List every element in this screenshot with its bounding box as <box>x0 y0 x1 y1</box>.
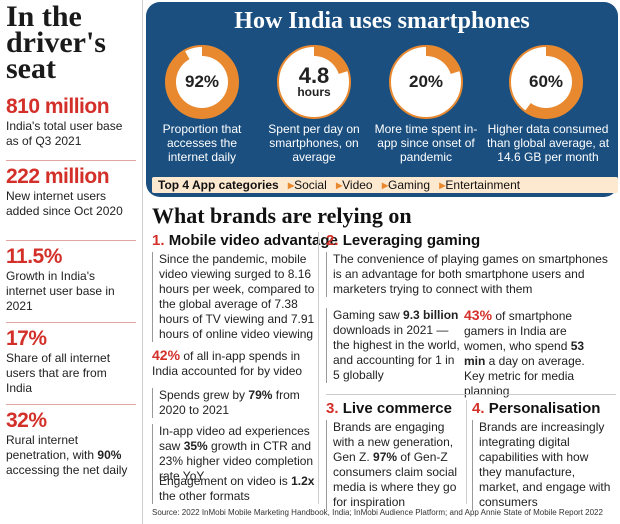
gaming-bullet: The convenience of playing games on smar… <box>326 252 611 297</box>
gauge-label: Higher data consumed than global average… <box>486 122 610 164</box>
video-bullet: Engagement on video is 1.2x the other fo… <box>152 474 315 504</box>
gauge-hours-per-day: 4.8 hours <box>276 44 352 120</box>
brands-title: What brands are relying on <box>152 203 412 228</box>
gauge-label: More time spent in-app since onset of pa… <box>374 122 478 164</box>
gaming-bullet: Gaming saw 9.3 billion downloads in 2021… <box>326 308 461 383</box>
commerce-bullet: Brands are engaging with a new generatio… <box>326 420 467 510</box>
gauge-svg <box>389 45 463 119</box>
stat-desc: India's total user base as of Q3 2021 <box>6 119 123 148</box>
video-bullet: 42% of all in-app spends in India accoun… <box>152 347 303 379</box>
app-categories-label: Top 4 App categories <box>158 178 279 192</box>
panel-title: How India uses smartphones <box>234 8 530 34</box>
gauge-value: 60% <box>528 72 564 91</box>
sidebar-divider <box>6 240 136 241</box>
stat-value: 810 million <box>6 95 110 118</box>
stat-total-users: 810 million India's total user base as o… <box>6 96 136 149</box>
stat-desc: New internet users added since Oct 2020 <box>6 189 123 218</box>
personalisation-bullet: Brands are increasingly integrating digi… <box>472 420 611 510</box>
stat-value: 17% <box>6 327 47 350</box>
gauge-shape <box>277 45 351 119</box>
column-divider <box>466 400 467 504</box>
sidebar-divider <box>6 322 136 323</box>
gauge-in-app-time: 20% <box>388 44 464 120</box>
stat-share: 17% Share of all internet users that are… <box>6 328 136 396</box>
gauge-value: 20% <box>408 72 444 91</box>
stat-value: 11.5% <box>6 245 62 268</box>
video-bullet: Since the pandemic, mobile video viewing… <box>152 252 315 342</box>
sidebar: In the driver's seat 810 million India's… <box>0 0 142 524</box>
gauge-daily-access: 92% <box>164 44 240 120</box>
app-category: ▸Entertainment <box>439 178 521 192</box>
gauge-center <box>176 56 228 108</box>
gauge-svg <box>165 45 239 119</box>
gauge-center <box>288 56 340 108</box>
stat-rural: 32% Rural internet penetration, with 90%… <box>6 410 136 478</box>
arrow-icon: ▸ <box>336 178 343 192</box>
sidebar-separator <box>142 0 143 524</box>
source-note: Source: 2022 InMobi Mobile Marketing Han… <box>152 508 603 517</box>
gauge-unit: hours <box>297 84 331 99</box>
gauge-shape <box>165 45 239 119</box>
arrow-icon: ▸ <box>381 178 388 192</box>
section-heading-gaming: 2. Leveraging gaming <box>326 232 481 249</box>
smartphone-usage-panel: How India uses smartphones 92% Proportio… <box>146 2 618 197</box>
video-bullet: Spends grew by 79% from 2020 to 2021 <box>152 388 315 418</box>
arrow-icon: ▸ <box>439 178 446 192</box>
section-heading-personalisation: 4. Personalisation <box>472 400 601 417</box>
arrow-icon: ▸ <box>288 178 295 192</box>
gauge-number: 4.8 <box>298 62 330 88</box>
stat-new-users: 222 million New internet users added sin… <box>6 166 136 219</box>
gauge-shape <box>509 45 583 119</box>
gaming-bullet: 43% of smartphone gamers in India are wo… <box>464 307 585 399</box>
sidebar-divider <box>6 404 136 405</box>
app-category: ▸Video <box>336 178 373 192</box>
stat-desc: Growth in India's internet user base in … <box>6 269 115 313</box>
stat-value: 222 million <box>6 165 110 188</box>
video-bullet: In-app video ad experiences saw 35% grow… <box>152 424 315 484</box>
row-divider <box>326 394 616 395</box>
gauge-label: Proportion that accesses the internet da… <box>162 122 242 164</box>
stat-desc: Share of all internet users that are fro… <box>6 351 111 395</box>
app-category: ▸Social <box>288 178 327 192</box>
gauge-center <box>520 56 572 108</box>
sidebar-divider <box>6 160 136 161</box>
gauge-center <box>400 56 452 108</box>
gauge-shape <box>389 45 463 119</box>
stat-value: 32% <box>6 409 47 432</box>
sidebar-title: In the driver's seat <box>6 0 106 85</box>
app-category: ▸Gaming <box>381 178 431 192</box>
gauge-value: 4.8 hours <box>276 44 352 120</box>
gauge-data-consumed: 60% <box>508 44 584 120</box>
section-heading-video: 1. Mobile video advantage <box>152 232 338 249</box>
app-categories-bar: Top 4 App categories ▸Social ▸Video ▸Gam… <box>152 177 618 193</box>
stat-growth: 11.5% Growth in India's internet user ba… <box>6 246 136 314</box>
gauge-label: Spent per day on smartphones, on average <box>268 122 360 164</box>
gauge-svg <box>277 45 351 119</box>
stat-desc: Rural internet penetration, with 90% acc… <box>6 433 128 477</box>
gauge-svg <box>509 45 583 119</box>
gauge-value: 92% <box>184 72 220 91</box>
section-heading-commerce: 3. Live commerce <box>326 400 452 417</box>
column-divider <box>318 232 319 504</box>
